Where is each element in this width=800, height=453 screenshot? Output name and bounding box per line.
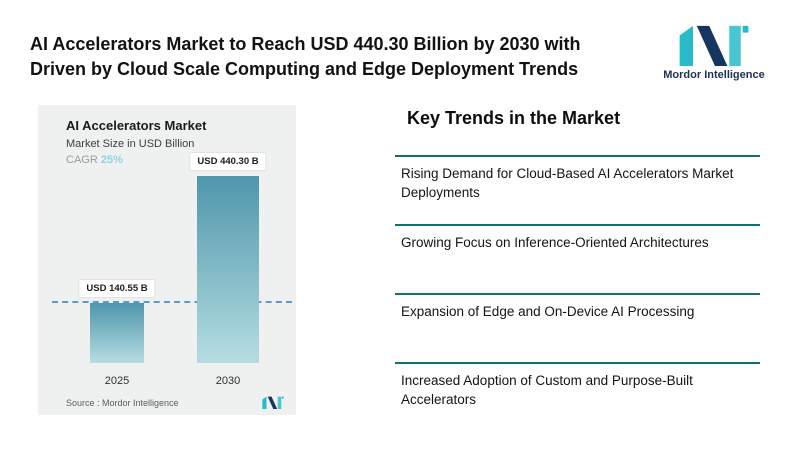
mordor-intelligence-logo-icon	[679, 25, 749, 66]
x-axis-label-2030: 2030	[215, 375, 241, 387]
brand-name: Mordor Intelligence	[663, 69, 765, 81]
bar-group-2025: USD 140.55 B 2025	[78, 168, 156, 387]
key-trends-panel: Key Trends in the Market Rising Demand f…	[395, 108, 760, 410]
cagr-label: CAGR	[66, 154, 98, 166]
value-label-2030: USD 440.30 B	[189, 152, 267, 172]
source-text: Source : Mordor Intelligence	[66, 397, 179, 408]
value-label-2025: USD 140.55 B	[78, 279, 156, 299]
page-title: AI Accelerators Market to Reach USD 440.…	[30, 32, 675, 82]
key-trends-list: Rising Demand for Cloud-Based AI Acceler…	[395, 155, 760, 410]
x-axis-label-2025: 2025	[104, 375, 130, 387]
bar-2025	[90, 303, 144, 363]
trend-item: Growing Focus on Inference-Oriented Arch…	[395, 224, 760, 293]
chart-title: AI Accelerators Market	[66, 118, 207, 133]
trend-item: Increased Adoption of Custom and Purpose…	[395, 362, 760, 410]
cagr-annotation: CAGR 25%	[66, 154, 123, 166]
page-title-line-2: Driven by Cloud Scale Computing and Edge…	[30, 58, 579, 79]
chart-subtitle: Market Size in USD Billion	[66, 138, 195, 150]
brand-logo: Mordor Intelligence	[662, 24, 766, 81]
bar-group-2030: USD 440.30 B 2030	[189, 152, 267, 387]
key-trends-heading: Key Trends in the Market	[407, 108, 621, 128]
bar-chart-plot: USD 140.55 B 2025 USD 440.30 B 2030	[52, 152, 292, 387]
trend-item: Expansion of Edge and On-Device AI Proce…	[395, 293, 760, 362]
trend-item: Rising Demand for Cloud-Based AI Acceler…	[395, 155, 760, 224]
source-row: Source : Mordor Intelligence	[66, 396, 284, 409]
page-title-line-1: AI Accelerators Market to Reach USD 440.…	[30, 34, 581, 55]
mordor-mini-logo-icon	[262, 396, 284, 409]
bar-2030	[197, 176, 259, 363]
reference-dashed-line	[52, 301, 292, 304]
cagr-value: 25%	[100, 154, 123, 166]
market-chart-panel: AI Accelerators Market Market Size in US…	[38, 105, 296, 415]
